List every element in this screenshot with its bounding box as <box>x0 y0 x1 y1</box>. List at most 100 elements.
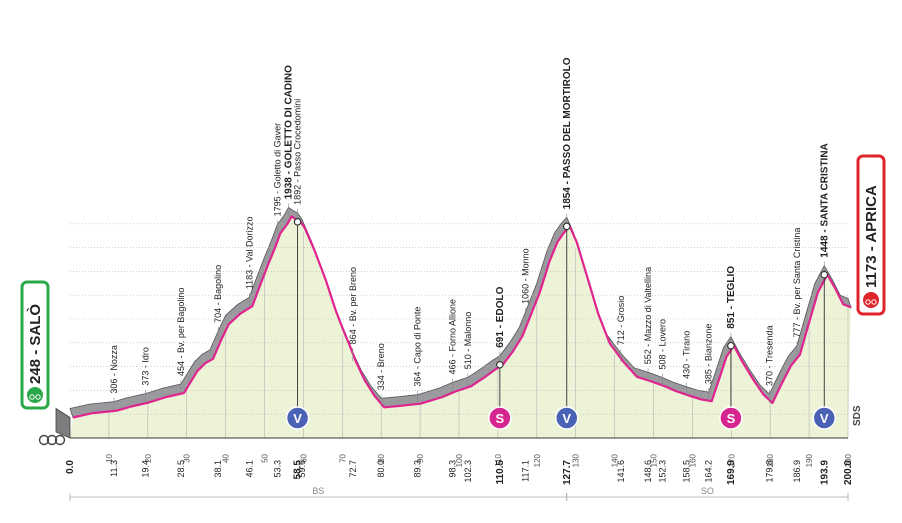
waypoint-label-8: 864 - Bv. per Breno <box>348 267 358 344</box>
waypoint-label-7: 1892 - Passo Crocedomini <box>293 99 303 205</box>
waypoint-label-0: 306 - Nozza <box>109 345 119 394</box>
km-label-20: 158.5 <box>682 460 692 483</box>
x-tick-label-130: 130 <box>572 453 581 467</box>
waypoint-label-12: 510 - Malonno <box>463 312 473 370</box>
km-label-5: 46.1 <box>244 460 254 478</box>
road-line <box>72 215 852 419</box>
brand-label: SDS <box>852 405 863 426</box>
km-label-12: 98.3 <box>447 460 457 478</box>
x-tick-label-190: 190 <box>805 453 814 467</box>
marker-kom-icon-4 <box>812 406 837 430</box>
waypoint-label-6: 1938 - GOLETTO DI CADINO <box>284 65 295 200</box>
km-label-23: 179.8 <box>764 460 774 483</box>
km-label-25: 193.9 <box>819 460 830 485</box>
km-label-9: 72.7 <box>348 460 358 478</box>
km-label-10: 80.0 <box>376 460 386 478</box>
marker-kom-icon-0 <box>285 406 310 430</box>
x-tick-label-150: 150 <box>650 453 659 467</box>
marker-kom-icon-2 <box>555 406 579 430</box>
rings-icon-2 <box>54 434 66 446</box>
axis-layer: 10 20 30 40 50 60 70 80 90 100 110 120 130 140 150 160 1… <box>38 405 863 501</box>
marker-letter-3: S <box>727 411 736 426</box>
x-tick-label-30: 30 <box>183 453 192 462</box>
marker-dot-3 <box>727 342 735 350</box>
x-tick-label-120: 120 <box>533 453 542 467</box>
marker-sprint-icon-3 <box>719 406 743 430</box>
finish-bike-icon <box>863 292 879 308</box>
x-tick-label-100: 100 <box>455 453 464 467</box>
km-label-0: 0.0 <box>65 460 76 474</box>
km-label-11: 89.3 <box>412 460 422 478</box>
waypoint-label-13: 691 - EDOLO <box>495 286 506 347</box>
waypoint-label-11: 466 - Forno Allione <box>447 299 457 375</box>
x-tick-label-180: 180 <box>766 453 775 467</box>
finish-label: 1173 - APRICA <box>863 185 880 288</box>
waypoint-label-21: 851 - TEGLIO <box>726 266 737 329</box>
start-bike-icon <box>27 387 43 403</box>
start-bike-wheel-a <box>29 394 35 400</box>
start-box <box>20 280 50 410</box>
km-label-8: 59.6 <box>297 460 307 478</box>
km-label-19: 152.3 <box>657 460 667 483</box>
x-tick-label-110: 110 <box>494 453 503 466</box>
x-tick-label-70: 70 <box>338 453 347 462</box>
finish-bike-wheel-a <box>865 299 871 305</box>
marker-letter-0: V <box>293 411 302 426</box>
waypoint-label-16: 712 - Grosio <box>616 296 626 346</box>
km-label-17: 141.6 <box>616 460 626 483</box>
km-label-16: 127.7 <box>562 460 573 485</box>
x-tick-label-90: 90 <box>416 453 425 462</box>
x-tick-label-50: 50 <box>261 453 270 462</box>
rings-icon-1 <box>46 434 58 446</box>
x-tick-label-170: 170 <box>727 453 736 467</box>
km-label-7: 58.5 <box>293 460 304 480</box>
grid-layer <box>70 223 849 438</box>
x-tick-label-10: 10 <box>105 453 114 462</box>
x-tick-label-160: 160 <box>688 453 697 467</box>
waypoint-layer: 306 - Nozza 373 - Idro 454 - Bv. per Bagol… <box>109 57 830 411</box>
finish-bike-wheel-b <box>871 299 877 305</box>
km-label-13: 102.3 <box>463 460 473 483</box>
waypoint-label-4: 1183 - Val Dorizzo <box>244 217 254 290</box>
km-label-6: 53.3 <box>272 460 282 478</box>
marker-dot-4 <box>820 270 828 279</box>
marker-sprint-icon-1 <box>488 406 512 430</box>
start-block <box>55 407 71 439</box>
marker-letter-2: V <box>562 411 571 426</box>
km-label-22: 169.9 <box>726 460 737 485</box>
rings-icon-0 <box>38 434 50 446</box>
waypoint-label-22: 370 - Tresenda <box>764 325 774 386</box>
waypoint-label-2: 454 - Bv. per Bagolino <box>176 288 186 376</box>
waypoint-label-3: 704 - Bagolino <box>213 265 223 323</box>
road-layer <box>72 215 852 419</box>
marker-dot-0 <box>293 218 302 226</box>
start-finish-layer: 248 - SALÒ 1173 - APRICA <box>20 154 886 410</box>
waypoint-label-10: 364 - Capo di Ponte <box>412 307 422 387</box>
waypoint-label-19: 430 - Tirano <box>682 331 692 379</box>
waypoint-label-9: 334 - Breno <box>376 343 386 390</box>
marker-letter-4: V <box>820 411 829 426</box>
km-label-15: 117.1 <box>521 460 531 482</box>
zone-label-1: SO <box>701 486 714 496</box>
x-tick-label-20: 20 <box>144 453 153 462</box>
marker-dot-1 <box>496 361 504 369</box>
waypoint-label-24: 1448 - SANTA CRISTINA <box>819 143 830 257</box>
km-label-4: 38.1 <box>213 460 223 478</box>
x-tick-label-140: 140 <box>611 453 620 467</box>
waypoint-label-5: 1795 - Goletto di Gaver <box>272 123 282 217</box>
km-label-21: 164.2 <box>704 460 714 483</box>
x-tick-label-60: 60 <box>299 453 308 462</box>
x-tick-label-80: 80 <box>377 453 386 462</box>
waypoint-label-17: 552 - Mazzo di Valtellina <box>643 267 653 364</box>
start-bike-wheel-b <box>35 394 41 400</box>
km-label-1: 11.3 <box>109 460 119 477</box>
marker-dot-2 <box>563 222 571 231</box>
waypoint-label-20: 385 - Bianzone <box>704 324 714 385</box>
waypoint-label-18: 508 - Lovero <box>657 319 667 370</box>
start-label: 248 - SALÒ <box>26 304 44 384</box>
waypoint-label-23: 777 - Bv. per Santa Cristina <box>792 228 802 338</box>
marker-letter-1: S <box>496 411 505 426</box>
